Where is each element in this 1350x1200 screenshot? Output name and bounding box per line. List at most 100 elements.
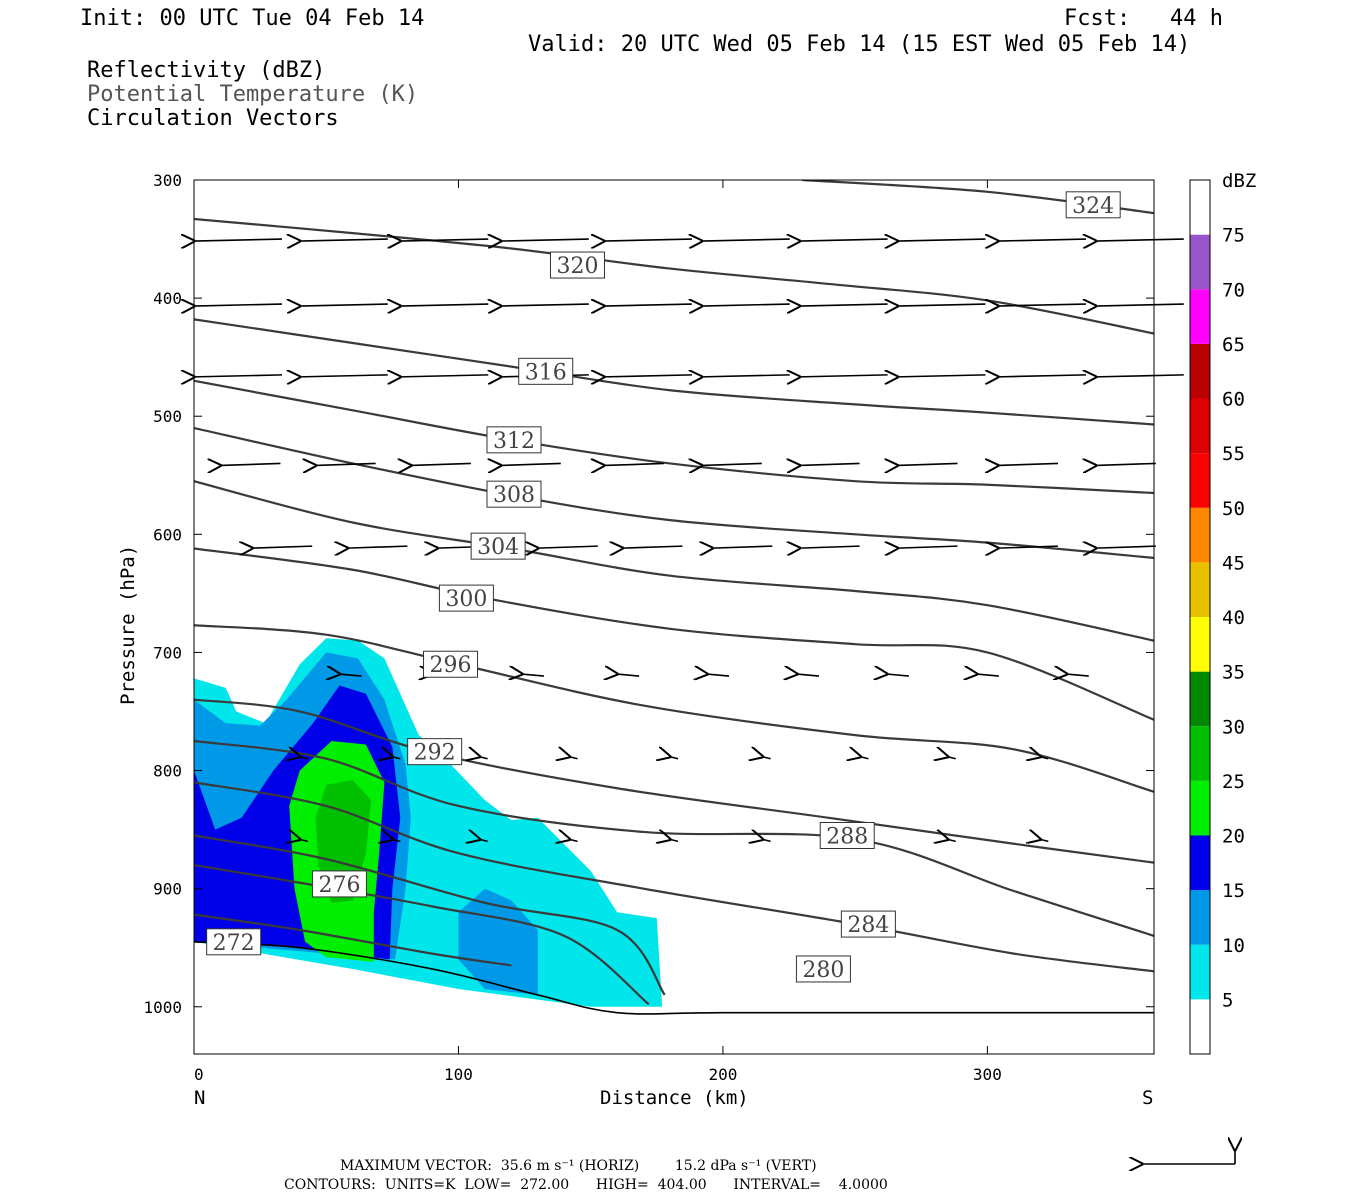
colorbar-segment-55 bbox=[1190, 398, 1210, 454]
circulation-vector-0-0 bbox=[194, 239, 283, 241]
circulation-vector-4-0 bbox=[252, 546, 313, 548]
theta-contour-300 bbox=[194, 547, 1154, 721]
contour-label-box-320 bbox=[549, 251, 605, 279]
x-tick-label-200: 200 bbox=[708, 1065, 737, 1084]
theta-contour-276 bbox=[194, 863, 650, 1006]
colorbar-label-70: 70 bbox=[1222, 279, 1245, 301]
circulation-vector-3-6 bbox=[800, 463, 860, 465]
circulation-vector-7-5 bbox=[763, 839, 771, 841]
circulation-vector-4-5 bbox=[712, 546, 773, 548]
circulation-vector-6-1 bbox=[392, 757, 401, 759]
circulation-vector-5-7 bbox=[977, 674, 999, 676]
colorbar-label-65: 65 bbox=[1222, 334, 1245, 356]
theta-contour-272 bbox=[194, 913, 512, 967]
contour-label-316: 316 bbox=[525, 360, 567, 385]
colorbar-segment-45 bbox=[1190, 507, 1210, 563]
colorbar-segment-25 bbox=[1190, 726, 1210, 781]
colorbar-label-25: 25 bbox=[1222, 771, 1245, 793]
colorbar-segment-35 bbox=[1190, 617, 1210, 672]
colorbar-segment-20 bbox=[1190, 780, 1210, 836]
circulation-vector-6-6 bbox=[860, 757, 869, 759]
circulation-vector-7-0 bbox=[300, 839, 308, 841]
circulation-vector-2-0 bbox=[194, 375, 283, 377]
circulation-vector-0-7 bbox=[897, 239, 986, 241]
contour-label-box-292 bbox=[407, 738, 463, 766]
contour-label-box-324 bbox=[1065, 191, 1121, 219]
colorbar-label-15: 15 bbox=[1222, 880, 1245, 902]
circulation-vector-1-0 bbox=[194, 304, 283, 306]
colorbar-label-55: 55 bbox=[1222, 443, 1245, 465]
colorbar-segment-40 bbox=[1190, 562, 1210, 617]
field-label-vectors: Circulation Vectors bbox=[87, 106, 339, 131]
circulation-vector-2-9 bbox=[1096, 375, 1184, 377]
y-tick-label-900: 900 bbox=[153, 880, 182, 899]
contour-label-box-316 bbox=[518, 357, 574, 385]
colorbar-segment-60 bbox=[1190, 343, 1210, 399]
circulation-vector-7-8 bbox=[1040, 839, 1049, 841]
x-tick-label-100: 100 bbox=[444, 1065, 473, 1084]
circulation-vector-7-2 bbox=[480, 839, 488, 841]
contour-info-note: CONTOURS: UNITS=K LOW= 272.00 HIGH= 404.… bbox=[284, 1177, 888, 1193]
circulation-vector-0-8 bbox=[998, 239, 1086, 241]
contour-label-box-300 bbox=[438, 584, 494, 612]
contour-label-272: 272 bbox=[213, 931, 255, 956]
colorbar-segment-15 bbox=[1190, 835, 1210, 891]
plot-frame bbox=[193, 179, 1155, 1055]
contour-label-box-284 bbox=[840, 910, 896, 938]
contour-label-276: 276 bbox=[318, 873, 360, 898]
circulation-vector-3-1 bbox=[316, 463, 376, 465]
theta-contour-284 bbox=[194, 781, 1154, 973]
circulation-vector-1-2 bbox=[400, 304, 489, 306]
contour-label-288: 288 bbox=[826, 825, 868, 850]
circulation-vector-2-8 bbox=[998, 375, 1086, 377]
contour-label-box-296 bbox=[423, 650, 479, 678]
circulation-vector-2-1 bbox=[300, 375, 388, 377]
circulation-vector-6-8 bbox=[1040, 757, 1049, 759]
circulation-vector-5-4 bbox=[707, 674, 730, 676]
circulation-vector-5-6 bbox=[887, 674, 909, 676]
reference-vector bbox=[1142, 1150, 1235, 1164]
x-tick-label-300: 300 bbox=[973, 1065, 1002, 1084]
colorbar-unit: dBZ bbox=[1222, 170, 1256, 192]
terrain-line bbox=[193, 940, 1154, 1015]
circulation-vector-5-5 bbox=[797, 674, 820, 676]
circulation-vector-5-2 bbox=[522, 674, 545, 676]
circulation-vector-0-6 bbox=[800, 239, 888, 241]
circulation-vector-7-4 bbox=[670, 839, 679, 841]
circulation-vector-0-4 bbox=[604, 239, 692, 241]
circulation-vector-4-7 bbox=[897, 546, 958, 548]
contour-label-box-308 bbox=[486, 480, 542, 508]
colorbar-label-45: 45 bbox=[1222, 552, 1245, 574]
contour-label-box-272 bbox=[206, 928, 262, 956]
colorbar-label-5: 5 bbox=[1222, 989, 1233, 1011]
circulation-vector-5-3 bbox=[617, 674, 640, 676]
colorbar-segment-above-75 bbox=[1190, 180, 1210, 235]
circulation-vector-5-0 bbox=[339, 674, 362, 676]
circulation-vector-1-7 bbox=[897, 304, 986, 306]
circulation-vector-7-7 bbox=[948, 839, 956, 841]
circulation-vector-6-2 bbox=[480, 757, 488, 759]
circulation-vector-0-1 bbox=[300, 239, 388, 241]
colorbar-segment-65 bbox=[1190, 289, 1210, 344]
x-end-label-south: S bbox=[1142, 1087, 1153, 1109]
circulation-vector-6-7 bbox=[948, 757, 956, 759]
contour-label-300: 300 bbox=[445, 587, 487, 612]
circulation-vector-2-2 bbox=[400, 375, 489, 377]
init-time: Init: 00 UTC Tue 04 Feb 14 bbox=[80, 6, 425, 31]
theta-contour-288 bbox=[194, 739, 1154, 937]
circulation-vector-4-4 bbox=[622, 546, 683, 548]
x-end-label-north: N bbox=[194, 1087, 205, 1109]
colorbar-label-60: 60 bbox=[1222, 389, 1245, 411]
circulation-vector-2-5 bbox=[702, 375, 790, 377]
circulation-vector-1-5 bbox=[702, 304, 790, 306]
colorbar-segment-5 bbox=[1190, 944, 1210, 1000]
theta-contour-304 bbox=[194, 480, 1154, 642]
y-tick-label-300: 300 bbox=[153, 171, 182, 190]
x-tick-label-0: 0 bbox=[194, 1065, 204, 1084]
y-tick-label-400: 400 bbox=[153, 289, 182, 308]
contour-label-292: 292 bbox=[414, 741, 456, 766]
circulation-vector-6-4 bbox=[670, 757, 679, 759]
circulation-vector-2-6 bbox=[800, 375, 888, 377]
colorbar-label-40: 40 bbox=[1222, 607, 1245, 629]
contour-label-304: 304 bbox=[477, 535, 519, 560]
